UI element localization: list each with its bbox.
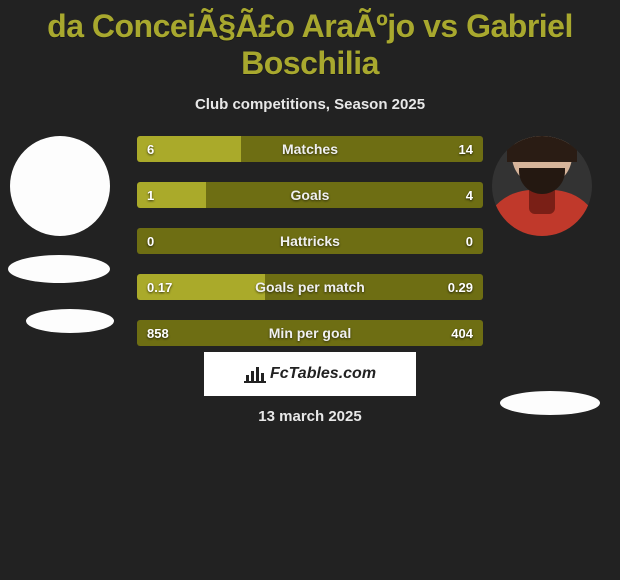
stat-bar: 14Goals xyxy=(137,182,483,208)
stat-bar: 0.170.29Goals per match xyxy=(137,274,483,300)
player-left-avatar xyxy=(10,136,110,236)
page-title: da ConceiÃ§Ã£o AraÃºjo vs Gabriel Boschi… xyxy=(0,0,620,86)
subtitle: Club competitions, Season 2025 xyxy=(0,86,620,131)
logo-box[interactable]: FcTables.com xyxy=(204,352,416,396)
stat-label: Goals xyxy=(137,182,483,208)
stat-label: Matches xyxy=(137,136,483,162)
stat-bar: 00Hattricks xyxy=(137,228,483,254)
chart-bar-icon xyxy=(244,365,266,383)
stat-bars: 614Matches 14Goals 00Hattricks 0.170.29Goal… xyxy=(137,136,483,366)
player-right-avatar xyxy=(492,136,592,236)
stat-label: Min per goal xyxy=(137,320,483,346)
stat-label: Hattricks xyxy=(137,228,483,254)
date-label: 13 march 2025 xyxy=(0,408,620,425)
logo-text: FcTables.com xyxy=(270,365,376,383)
stat-label: Goals per match xyxy=(137,274,483,300)
stat-bar: 614Matches xyxy=(137,136,483,162)
player-left-badge-1 xyxy=(8,255,110,283)
stat-bar: 858404Min per goal xyxy=(137,320,483,346)
player-left-badge-2 xyxy=(26,309,114,333)
